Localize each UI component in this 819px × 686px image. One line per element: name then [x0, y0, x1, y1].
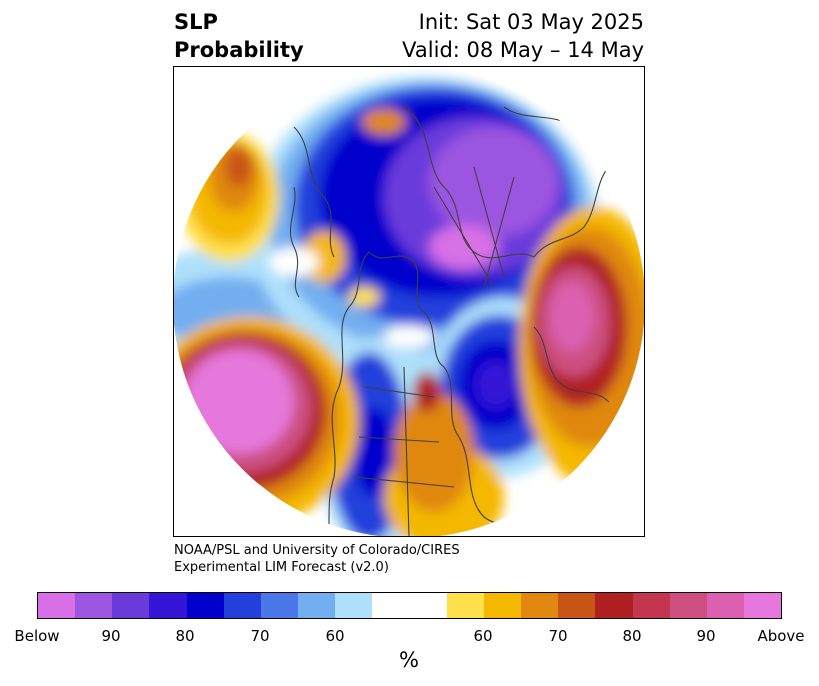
colorbar-tick-label: 90	[696, 627, 716, 645]
colorbar-segment	[521, 593, 559, 618]
credit-line-model: Experimental LIM Forecast (v2.0)	[174, 560, 389, 575]
colorbar-segment	[372, 593, 410, 618]
colorbar-segment	[335, 593, 373, 618]
colorbar-segment	[409, 593, 447, 618]
colorbar-tick-label: Above	[757, 627, 805, 645]
neutral-band-north	[269, 247, 319, 277]
colorbar-segment	[298, 593, 336, 618]
colorbar-unit-label: %	[399, 648, 419, 672]
arctic-violet	[429, 127, 559, 237]
greenland-spot	[362, 109, 406, 135]
colorbar-segment	[38, 593, 76, 618]
colorbar-segment	[446, 593, 484, 618]
colorbar-segment	[558, 593, 596, 618]
map-credit: NOAA/PSL and University of Colorado/CIRE…	[174, 542, 460, 576]
alaska-core	[225, 147, 253, 187]
forecast-field	[174, 67, 644, 536]
westus-deep	[352, 407, 396, 497]
colorbar-tick-label: Below	[14, 627, 60, 645]
map-title: SLP Probability	[174, 8, 304, 64]
colorbar-tick-label: 60	[473, 627, 493, 645]
probability-map	[173, 66, 645, 537]
colorbar-segment	[149, 593, 187, 618]
eastus-red	[413, 372, 441, 412]
europe-core	[550, 282, 594, 352]
probability-colorbar	[37, 592, 782, 619]
colorbar-tick-label: 60	[325, 627, 345, 645]
colorbar-tick-label: 70	[548, 627, 568, 645]
init-date-text: Init: Sat 03 May 2025	[418, 10, 644, 34]
colorbar-segment	[112, 593, 150, 618]
title-line-quantity: Probability	[174, 38, 304, 62]
atlantic-core	[476, 361, 516, 409]
valid-date-text: Valid: 08 May – 14 May	[402, 38, 644, 62]
colorbar-segment	[669, 593, 707, 618]
neutral-band-center	[384, 325, 434, 349]
colorbar-tick-label: 90	[101, 627, 121, 645]
colorbar-segment	[595, 593, 633, 618]
eastus-orange	[394, 392, 474, 512]
hudson-spot	[348, 287, 380, 307]
colorbar-segment	[483, 593, 522, 618]
colorbar-tick-label: 70	[250, 627, 270, 645]
credit-line-institution: NOAA/PSL and University of Colorado/CIRE…	[174, 543, 460, 558]
title-line-variable: SLP	[174, 10, 218, 34]
colorbar-segment	[186, 593, 224, 618]
arctic-core	[429, 225, 499, 269]
polar-map-svg	[174, 67, 644, 536]
colorbar-tick-label: 80	[622, 627, 642, 645]
colorbar-segment	[260, 593, 299, 618]
colorbar-segment	[743, 593, 782, 618]
colorbar-tick-label: 80	[175, 627, 195, 645]
colorbar-segment	[632, 593, 670, 618]
colorbar-segment	[706, 593, 744, 618]
colorbar-segment	[223, 593, 261, 618]
epac-core	[184, 350, 294, 454]
colorbar-segment	[75, 593, 113, 618]
coastlines	[289, 106, 625, 536]
forecast-dates: Init: Sat 03 May 2025 Valid: 08 May – 14…	[402, 8, 644, 64]
